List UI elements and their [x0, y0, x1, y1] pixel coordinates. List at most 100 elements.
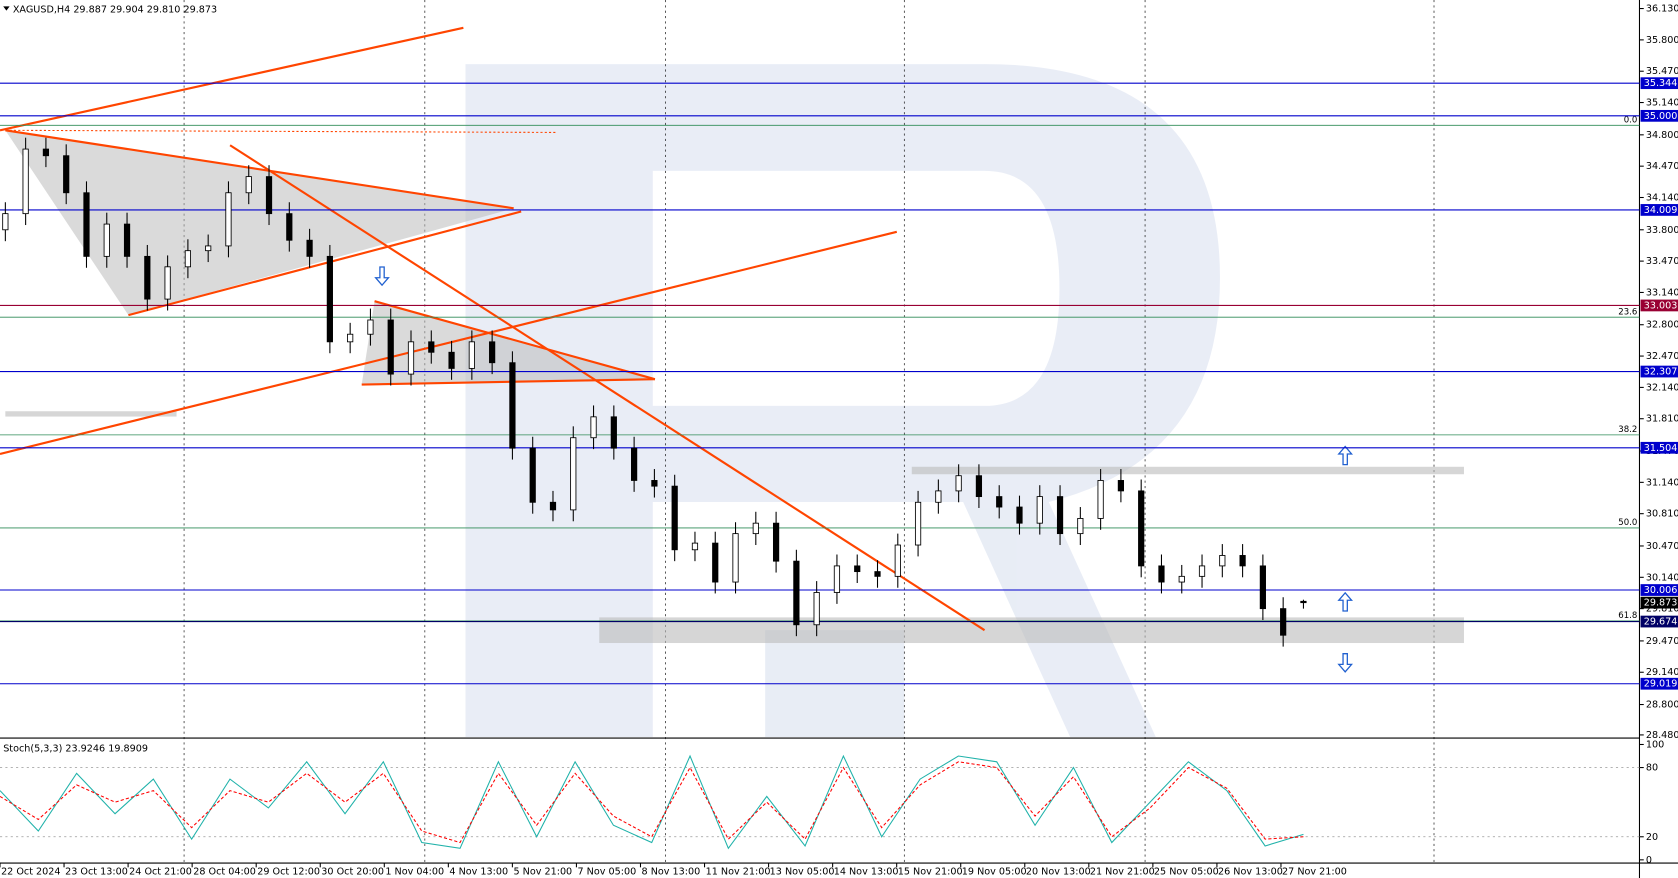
- candle-body: [712, 542, 719, 583]
- candle-body: [387, 319, 394, 375]
- indicator-header: Stoch(5,3,3) 23.9246 19.8909: [3, 744, 148, 755]
- candle-body: [164, 266, 171, 300]
- price-tag: [1640, 596, 1678, 609]
- candle-body: [428, 341, 435, 353]
- candle-body: [631, 447, 638, 481]
- candle-body: [1239, 555, 1246, 567]
- x-tick-label: 15 Nov 21:00: [898, 867, 963, 878]
- y-tick-label: 28.800: [1646, 700, 1678, 711]
- level-label: 35.000: [1644, 111, 1678, 122]
- candle-body: [144, 255, 151, 300]
- candle-body: [286, 213, 293, 241]
- candle-body: [1077, 518, 1084, 535]
- menu-icon[interactable]: [3, 6, 10, 11]
- y-tick-label: 33.800: [1646, 225, 1678, 236]
- candle-body: [1198, 565, 1206, 577]
- arrow-up: [1337, 445, 1353, 466]
- stoch-tick-label: 20: [1646, 832, 1658, 843]
- x-tick-label: 29 Oct 12:00: [257, 867, 320, 878]
- level-tag: [1640, 584, 1678, 596]
- trend-line: [5, 129, 514, 210]
- candle-body: [265, 176, 273, 215]
- candle-body: [367, 319, 374, 335]
- candle-body: [306, 239, 313, 257]
- fib-label: 23.6: [1618, 307, 1637, 317]
- candle-body: [468, 341, 475, 369]
- candle-body: [833, 565, 841, 593]
- candle-body: [83, 192, 90, 257]
- chart-header: XAGUSD,H4 29.887 29.904 29.810 29.873: [13, 5, 217, 16]
- candle-body: [1016, 506, 1023, 524]
- y-tick-label: 35.140: [1646, 98, 1678, 109]
- stoch-tick-label: 100: [1646, 739, 1664, 750]
- candle-body: [1219, 555, 1226, 567]
- candle-body: [205, 245, 212, 252]
- candle-body: [529, 447, 536, 503]
- x-tick-label: 25 Nov 05:00: [1154, 867, 1219, 878]
- candle-body: [570, 437, 577, 511]
- candle-body: [854, 565, 861, 573]
- candle-body: [22, 148, 29, 215]
- x-tick-label: 27 Nov 21:00: [1282, 867, 1347, 878]
- candle-body: [509, 362, 516, 449]
- trend-line: [0, 26, 464, 132]
- candle-body: [955, 475, 962, 492]
- x-tick-label: 11 Nov 21:00: [706, 867, 771, 878]
- stoch-tick-label: 80: [1646, 763, 1658, 774]
- trend-line: [374, 300, 656, 381]
- trend-line: [128, 210, 522, 317]
- x-tick-label: 21 Nov 21:00: [1090, 867, 1155, 878]
- candle-body: [651, 480, 658, 487]
- candle-body: [1117, 480, 1125, 492]
- candle-body: [874, 571, 881, 577]
- x-tick-label: 24 Oct 21:00: [129, 867, 192, 878]
- candle-body: [996, 496, 1003, 508]
- candle-body: [407, 341, 415, 375]
- y-tick-label: 31.810: [1646, 414, 1678, 425]
- y-tick-label: 32.800: [1646, 320, 1678, 331]
- x-tick-label: 26 Nov 13:00: [1218, 867, 1283, 878]
- candle-body: [732, 533, 739, 583]
- y-tick-label: 29.140: [1646, 667, 1678, 678]
- level-label: 33.003: [1644, 300, 1678, 311]
- x-tick-label: 13 Nov 05:00: [770, 867, 835, 878]
- triangle: [361, 301, 655, 385]
- y-tick-label: 34.800: [1646, 130, 1678, 141]
- x-tick-label: 23 Oct 13:00: [65, 867, 128, 878]
- level-tag: [1640, 365, 1678, 378]
- stoch-line: [0, 761, 1304, 844]
- candle-body: [793, 560, 800, 626]
- candle-body: [42, 148, 50, 157]
- y-tick-label: 29.810: [1646, 604, 1678, 615]
- y-tick-label: 32.140: [1646, 382, 1678, 393]
- candle-body: [2, 213, 9, 231]
- arrow-up: [1337, 591, 1353, 612]
- trend-line: [0, 230, 898, 455]
- y-tick-label: 33.470: [1646, 256, 1678, 267]
- y-tick-label: 34.140: [1646, 193, 1678, 204]
- candle-body: [1036, 496, 1043, 524]
- y-tick-label: 31.140: [1646, 477, 1678, 488]
- candle-body: [1158, 565, 1165, 583]
- x-tick-label: 4 Nov 13:00: [449, 867, 508, 878]
- stoch-tick-label: 0: [1646, 855, 1652, 866]
- candle-body: [1097, 480, 1104, 519]
- trend-line: [5, 129, 557, 133]
- level-label: 31.504: [1644, 443, 1678, 454]
- x-tick-label: 30 Oct 20:00: [321, 867, 384, 878]
- triangle: [5, 130, 514, 316]
- candle-body: [752, 522, 759, 535]
- level-tag: [1640, 441, 1678, 454]
- level-label: 30.006: [1644, 585, 1678, 596]
- candle-body: [123, 223, 131, 257]
- candle-body: [1300, 600, 1307, 604]
- x-tick-label: 22 Oct 2024: [1, 867, 60, 878]
- y-tick-label: 36.130: [1646, 4, 1678, 15]
- y-tick-label: 30.140: [1646, 572, 1678, 583]
- candle-body: [448, 351, 455, 369]
- y-tick-label: 29.470: [1646, 636, 1678, 647]
- candle-body: [1280, 608, 1287, 636]
- candle-body: [1259, 565, 1266, 610]
- level-label: 34.009: [1644, 205, 1678, 216]
